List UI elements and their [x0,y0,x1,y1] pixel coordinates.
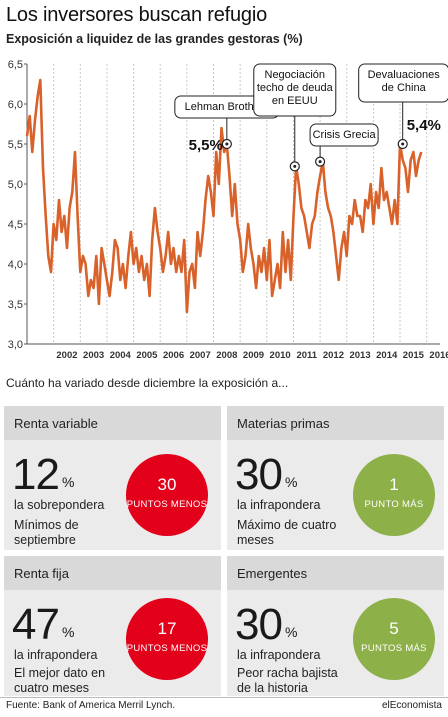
percent-sign: % [285,474,298,490]
change-circle: 30 PUNTOS MENOS [126,454,208,536]
annotation: Negociación techo de deuda en EEUUNegoci… [253,63,337,172]
intro-text: Cuánto ha variado desde diciembre la exp… [6,376,289,390]
panel-subtext: la infrapondera [237,498,321,512]
x-tick-label: 2005 [136,350,158,361]
y-tick-label: 3,5 [8,299,23,311]
x-tick-label: 2010 [270,350,291,361]
circle-number: 17 [157,619,177,638]
annotation-label-line: Lehman Brothers [185,101,270,113]
annotation-value-label: 5,5% [189,137,223,154]
annotation-label-line: Negociación [265,69,326,81]
annotation: Devaluaciones de ChinaDevaluacionesde Ch… [358,63,448,150]
page-title: Los inversores buscan refugio [6,4,268,26]
circle-number: 5 [389,619,399,638]
y-tick-label: 4,5 [8,219,23,231]
x-axis-ticks: 2002 2003 2004 2005 2006 2007 2008 2009 2010 2011… [56,350,448,361]
y-tick-label: 6,0 [8,99,23,111]
x-tick-label: 2008 [216,350,237,361]
panel-materias-primas: Materias primas 30 % la infrapondera Máx… [227,406,444,550]
panel-subtext: la infrapondera [14,648,98,662]
page-subtitle: Exposición a liquidez de las grandes ges… [6,32,303,46]
x-tick-label: 2003 [83,350,104,361]
x-tick-label: 2016 [429,350,448,361]
x-tick-label: 2009 [243,350,264,361]
y-tick-label: 5,0 [8,179,23,191]
x-tick-label: 2012 [323,350,344,361]
annotation-marker-dot [225,142,229,146]
footer-divider [0,697,448,698]
circle-text: PUNTOS MÁS [361,643,427,654]
circle-number: 30 [157,475,177,494]
x-tick-label: 2004 [110,350,132,361]
circle-number: 1 [389,475,399,494]
annotation-box [309,123,379,147]
annotation-marker-dot [318,160,322,164]
panel-title: Renta fija [4,556,221,590]
change-circle: 1 PUNTO MÁS [353,454,435,536]
big-percentage: 30 [235,600,283,649]
y-tick-label: 3,0 [8,339,23,351]
x-tick-label: 2011 [296,350,317,361]
annotation-box [358,63,448,103]
panel-subtext: la infrapondera [237,648,321,662]
panel-note: Peor racha bajista de la historia [237,666,338,695]
chart-grid [26,64,440,345]
liquidity-line-chart: 6,56,05,55,04,54,03,53,0 2002 2003 2004 200… [8,59,448,361]
x-tick-label: 2015 [403,350,425,361]
annotation-label-line: techo de deuda [257,82,334,94]
change-circle: 5 PUNTOS MÁS [353,598,435,680]
panel-note: Mínimos de septiembre [14,518,79,547]
change-circle: 17 PUNTOS MENOS [126,598,208,680]
annotation-box [253,63,337,117]
panel-title: Renta variable [4,406,221,440]
panel-subtext: la sobrepondera [14,498,105,512]
circle-text: PUNTO MÁS [364,499,424,510]
annotation-value-label: 5,4% [407,117,441,134]
panel-note: Máximo de cuatro meses [237,518,337,547]
circle-text: PUNTOS MENOS [126,499,208,510]
brand-logo-text: elEconomista [381,700,442,711]
source-note: Fuente: Bank of America Merril Lynch. [6,700,176,711]
annotation-label-line: en EEUU [272,95,318,107]
x-tick-label: 2013 [349,350,370,361]
panel-title: Emergentes [227,556,444,590]
circle-text: PUNTOS MENOS [126,643,208,654]
annotation-marker-dot [293,164,297,168]
x-tick-label: 2006 [163,350,184,361]
y-tick-label: 4,0 [8,259,23,271]
big-percentage: 12 [12,450,60,499]
percent-sign: % [62,624,75,640]
chart-annotations: Lehman BrothersLehman Brothers5,5%Negoci… [174,63,448,172]
big-percentage: 30 [235,450,283,499]
panel-title: Materias primas [227,406,444,440]
y-axis-ticks: 6,5 6,0 5,5 5,0 4,5 4,0 3,5 3,0 [8,59,27,351]
annotation-label-line: de China [382,82,427,94]
series-line [25,78,423,314]
x-tick-label: 2002 [56,350,77,361]
x-tick-label: 2007 [190,350,211,361]
panel-note: El mejor dato en cuatro meses [14,666,106,695]
panel-emergentes: Emergentes 30 % la infrapondera Peor rac… [227,556,444,696]
x-tick-label: 2014 [376,350,398,361]
annotation-label-line: Crisis Grecia [313,129,377,141]
y-tick-label: 5,5 [8,139,23,151]
percent-sign: % [285,624,298,640]
annotation-label-line: Devaluaciones [368,69,441,81]
percent-sign: % [62,474,75,490]
annotation: Crisis GreciaCrisis Grecia [309,123,379,167]
y-tick-label: 6,5 [8,59,23,71]
big-percentage: 47 [12,600,60,649]
panel-renta-fija: Renta fija 47 % la infrapondera El mejor… [4,556,221,696]
panel-renta-variable: Renta variable 12 % la sobrepondera Míni… [4,406,221,550]
annotation-marker-dot [401,142,405,146]
